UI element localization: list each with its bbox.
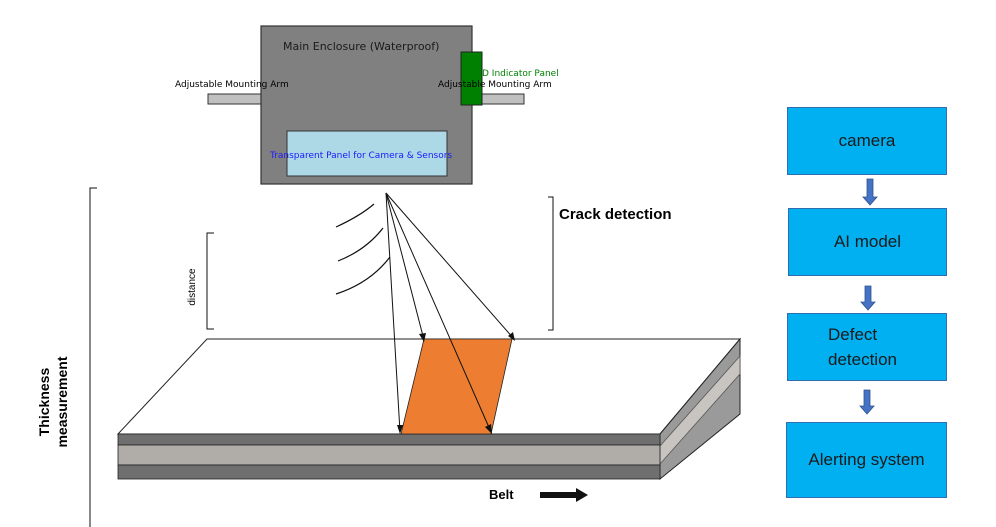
belt-direction-arrow [540,488,588,502]
flow-arrow-2 [860,285,876,311]
flow-step-defect-detection: Defect detection [787,313,947,381]
ray-arrowhead [419,333,426,342]
right-arm-label: Adjustable Mounting Arm [438,80,552,90]
belt-front-bottom-layer [117,464,661,480]
sensor-wave-1 [335,203,375,228]
thickness-label: Thickness measurement [35,342,75,462]
thickness-label-line2: measurement [54,356,70,448]
belt-front-middle-layer [117,444,661,466]
indicator-panel-label: D Indicator Panel [482,69,559,79]
sensor-wave-3 [335,256,391,295]
belt-label: Belt [489,487,514,502]
camera-rays [385,192,515,433]
flow-arrow-3 [859,389,875,415]
camera-window [286,130,448,177]
ray-arrowhead [485,424,492,434]
ray-arrowhead [397,425,403,434]
crack-detection-bracket [548,196,554,331]
flow-step-label: Defect [828,325,878,344]
ray-arrowhead [508,332,515,341]
left-arm-label: Adjustable Mounting Arm [175,80,289,90]
distance-label: distance [187,268,198,306]
crack-region [400,338,513,435]
flow-arrow-1 [862,178,878,206]
distance-bracket [206,232,214,330]
belt-front-top-layer [117,433,661,446]
crack-detection-label: Crack detection [559,206,672,223]
thickness-bracket [89,187,97,527]
flow-step-alerting-system: Alerting system [786,422,947,498]
flow-step-label: detection [828,350,897,369]
flow-step-camera: camera [787,107,947,175]
sensor-wave-2 [337,227,384,262]
camera-window-label: Transparent Panel for Camera & Sensors [270,151,453,161]
indicator-panel [460,51,483,106]
thickness-label-line1: Thickness [36,367,52,437]
enclosure-title: Main Enclosure (Waterproof) [283,40,440,53]
flow-step-label: camera [838,131,896,150]
flow-step-ai-model: AI model [788,208,947,276]
flow-step-label: AI model [833,232,902,251]
flow-step-label: Alerting system [808,450,925,469]
left-mounting-arm [207,93,263,105]
